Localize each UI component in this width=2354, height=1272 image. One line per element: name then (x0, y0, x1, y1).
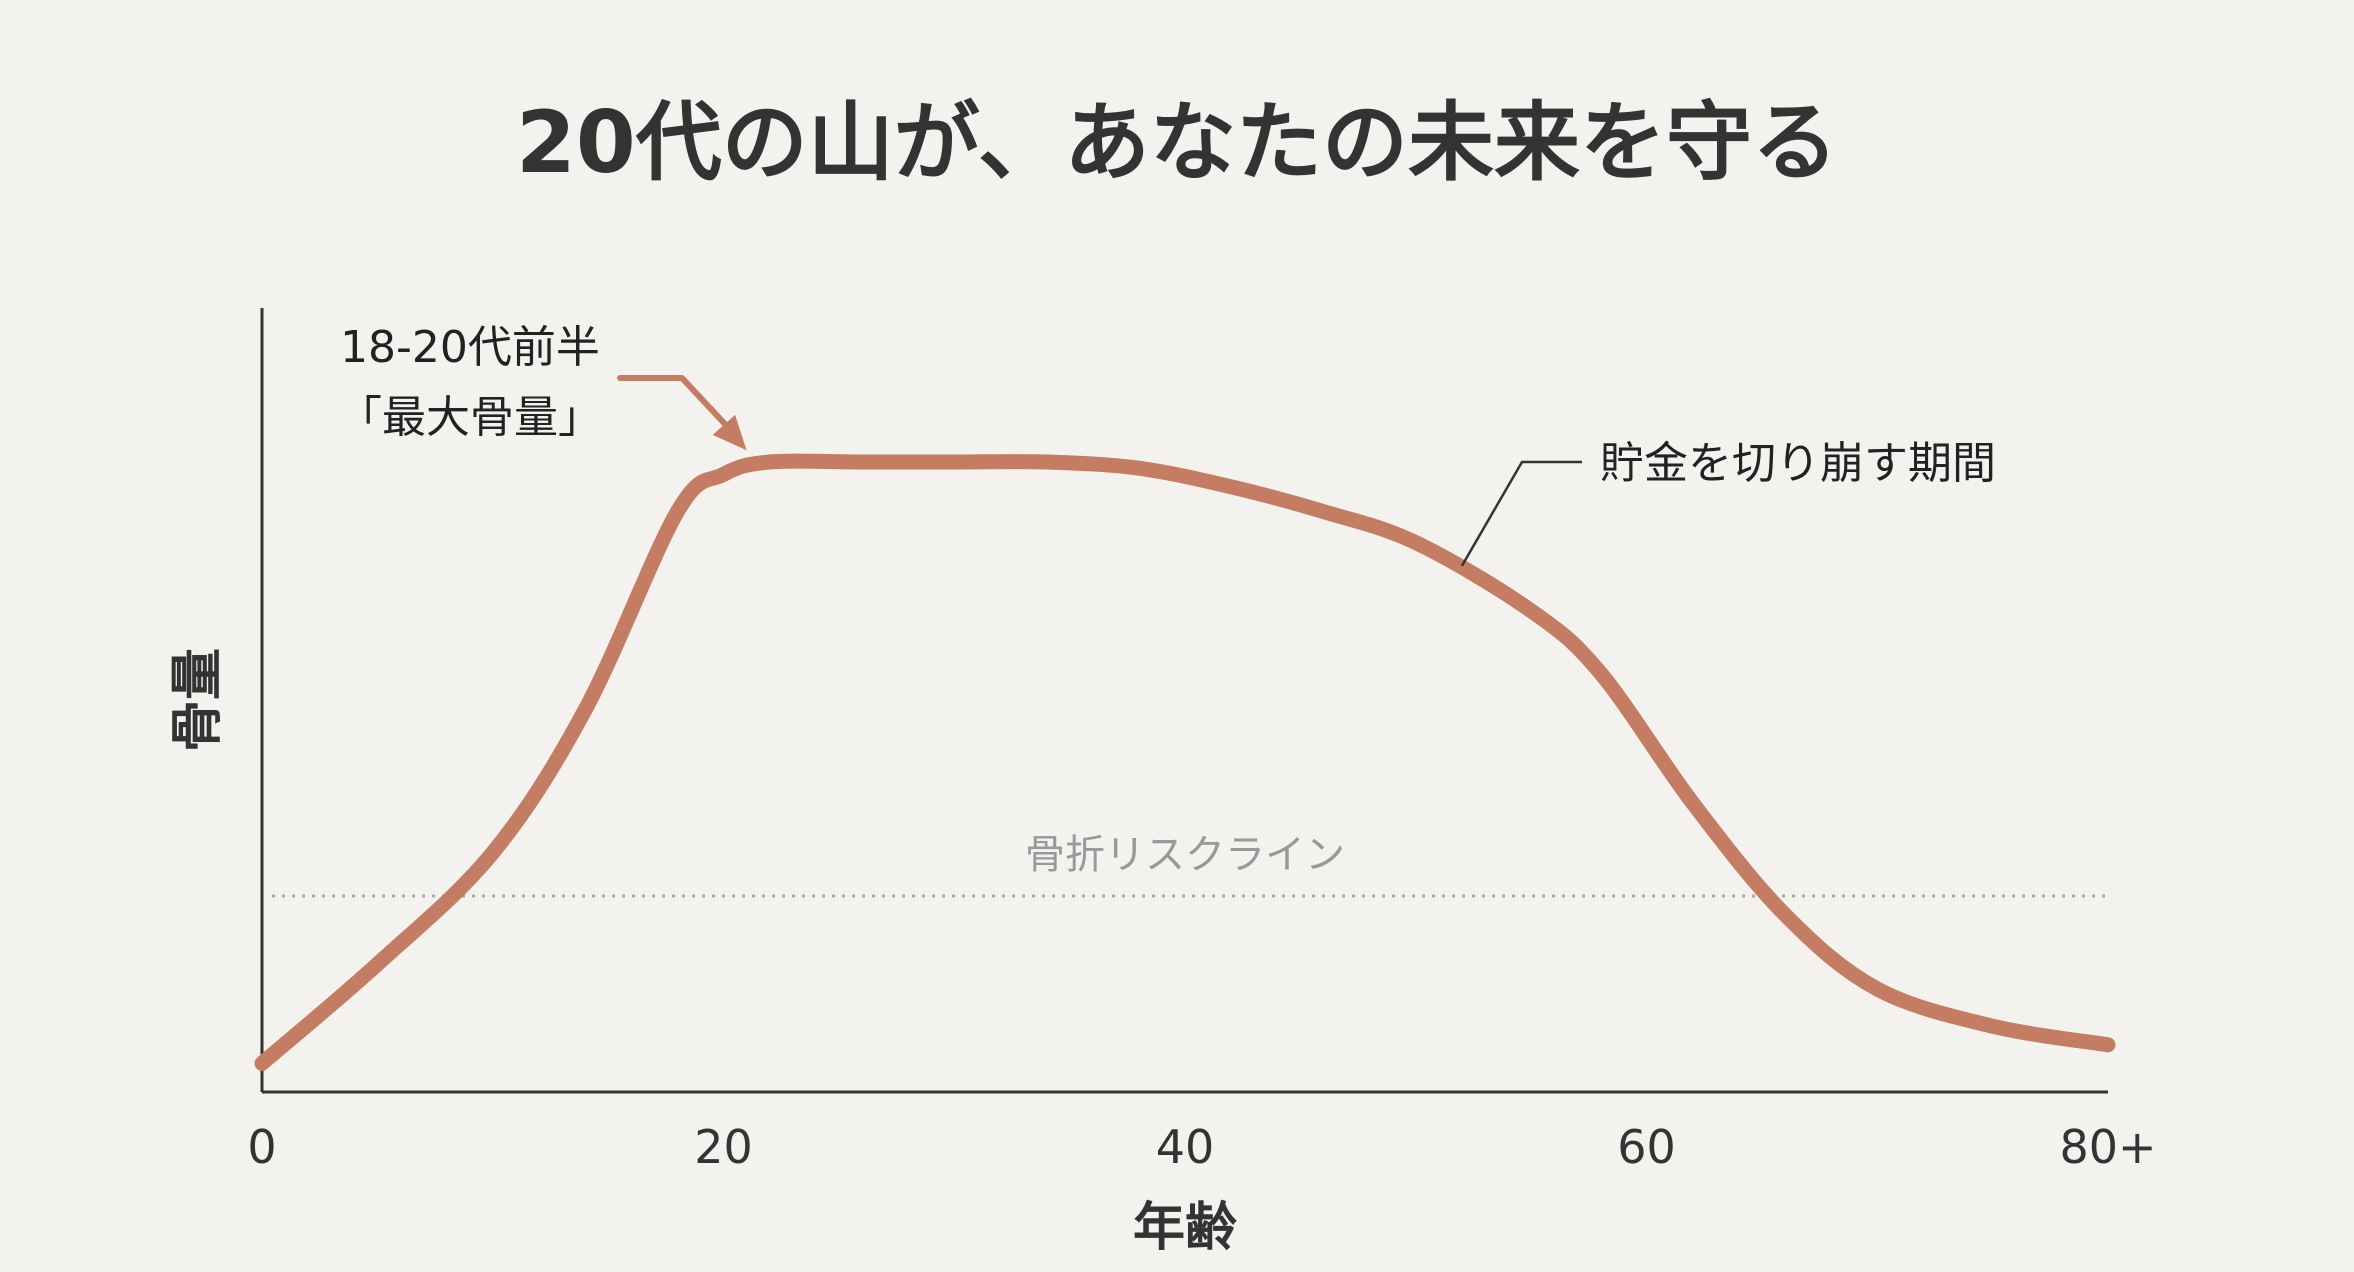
chart-title: 20代の山が、あなたの未来を守る (516, 93, 1838, 193)
peak-annotation: 18-20代前半 「最大骨量」 (338, 322, 747, 451)
x-tick-labels: 0 20 40 60 80+ (247, 1120, 2156, 1174)
y-axis-label: 骨量 (168, 648, 228, 752)
axes (260, 308, 2108, 1094)
decline-annotation-label: 貯金を切り崩す期間 (1600, 438, 1996, 489)
peak-arrow (617, 375, 736, 436)
decline-pointer-line (1460, 460, 1582, 567)
peak-arrowhead (712, 414, 747, 451)
x-tick-label: 80+ (2059, 1120, 2156, 1174)
peak-annotation-line-1: 18-20代前半 (340, 322, 600, 373)
x-tick-label: 40 (1156, 1120, 1215, 1174)
x-tick-label: 60 (1617, 1120, 1676, 1174)
x-axis-label: 年齢 (1133, 1198, 1237, 1258)
decline-annotation: 貯金を切り崩す期間 (1460, 438, 1996, 567)
peak-annotation-line-2: 「最大骨量」 (338, 392, 602, 443)
bone-mass-curve (254, 453, 2116, 1071)
x-tick-label: 0 (247, 1120, 276, 1174)
fracture-risk-label: 骨折リスクライン (1025, 832, 1345, 878)
x-tick-label: 20 (694, 1120, 753, 1174)
